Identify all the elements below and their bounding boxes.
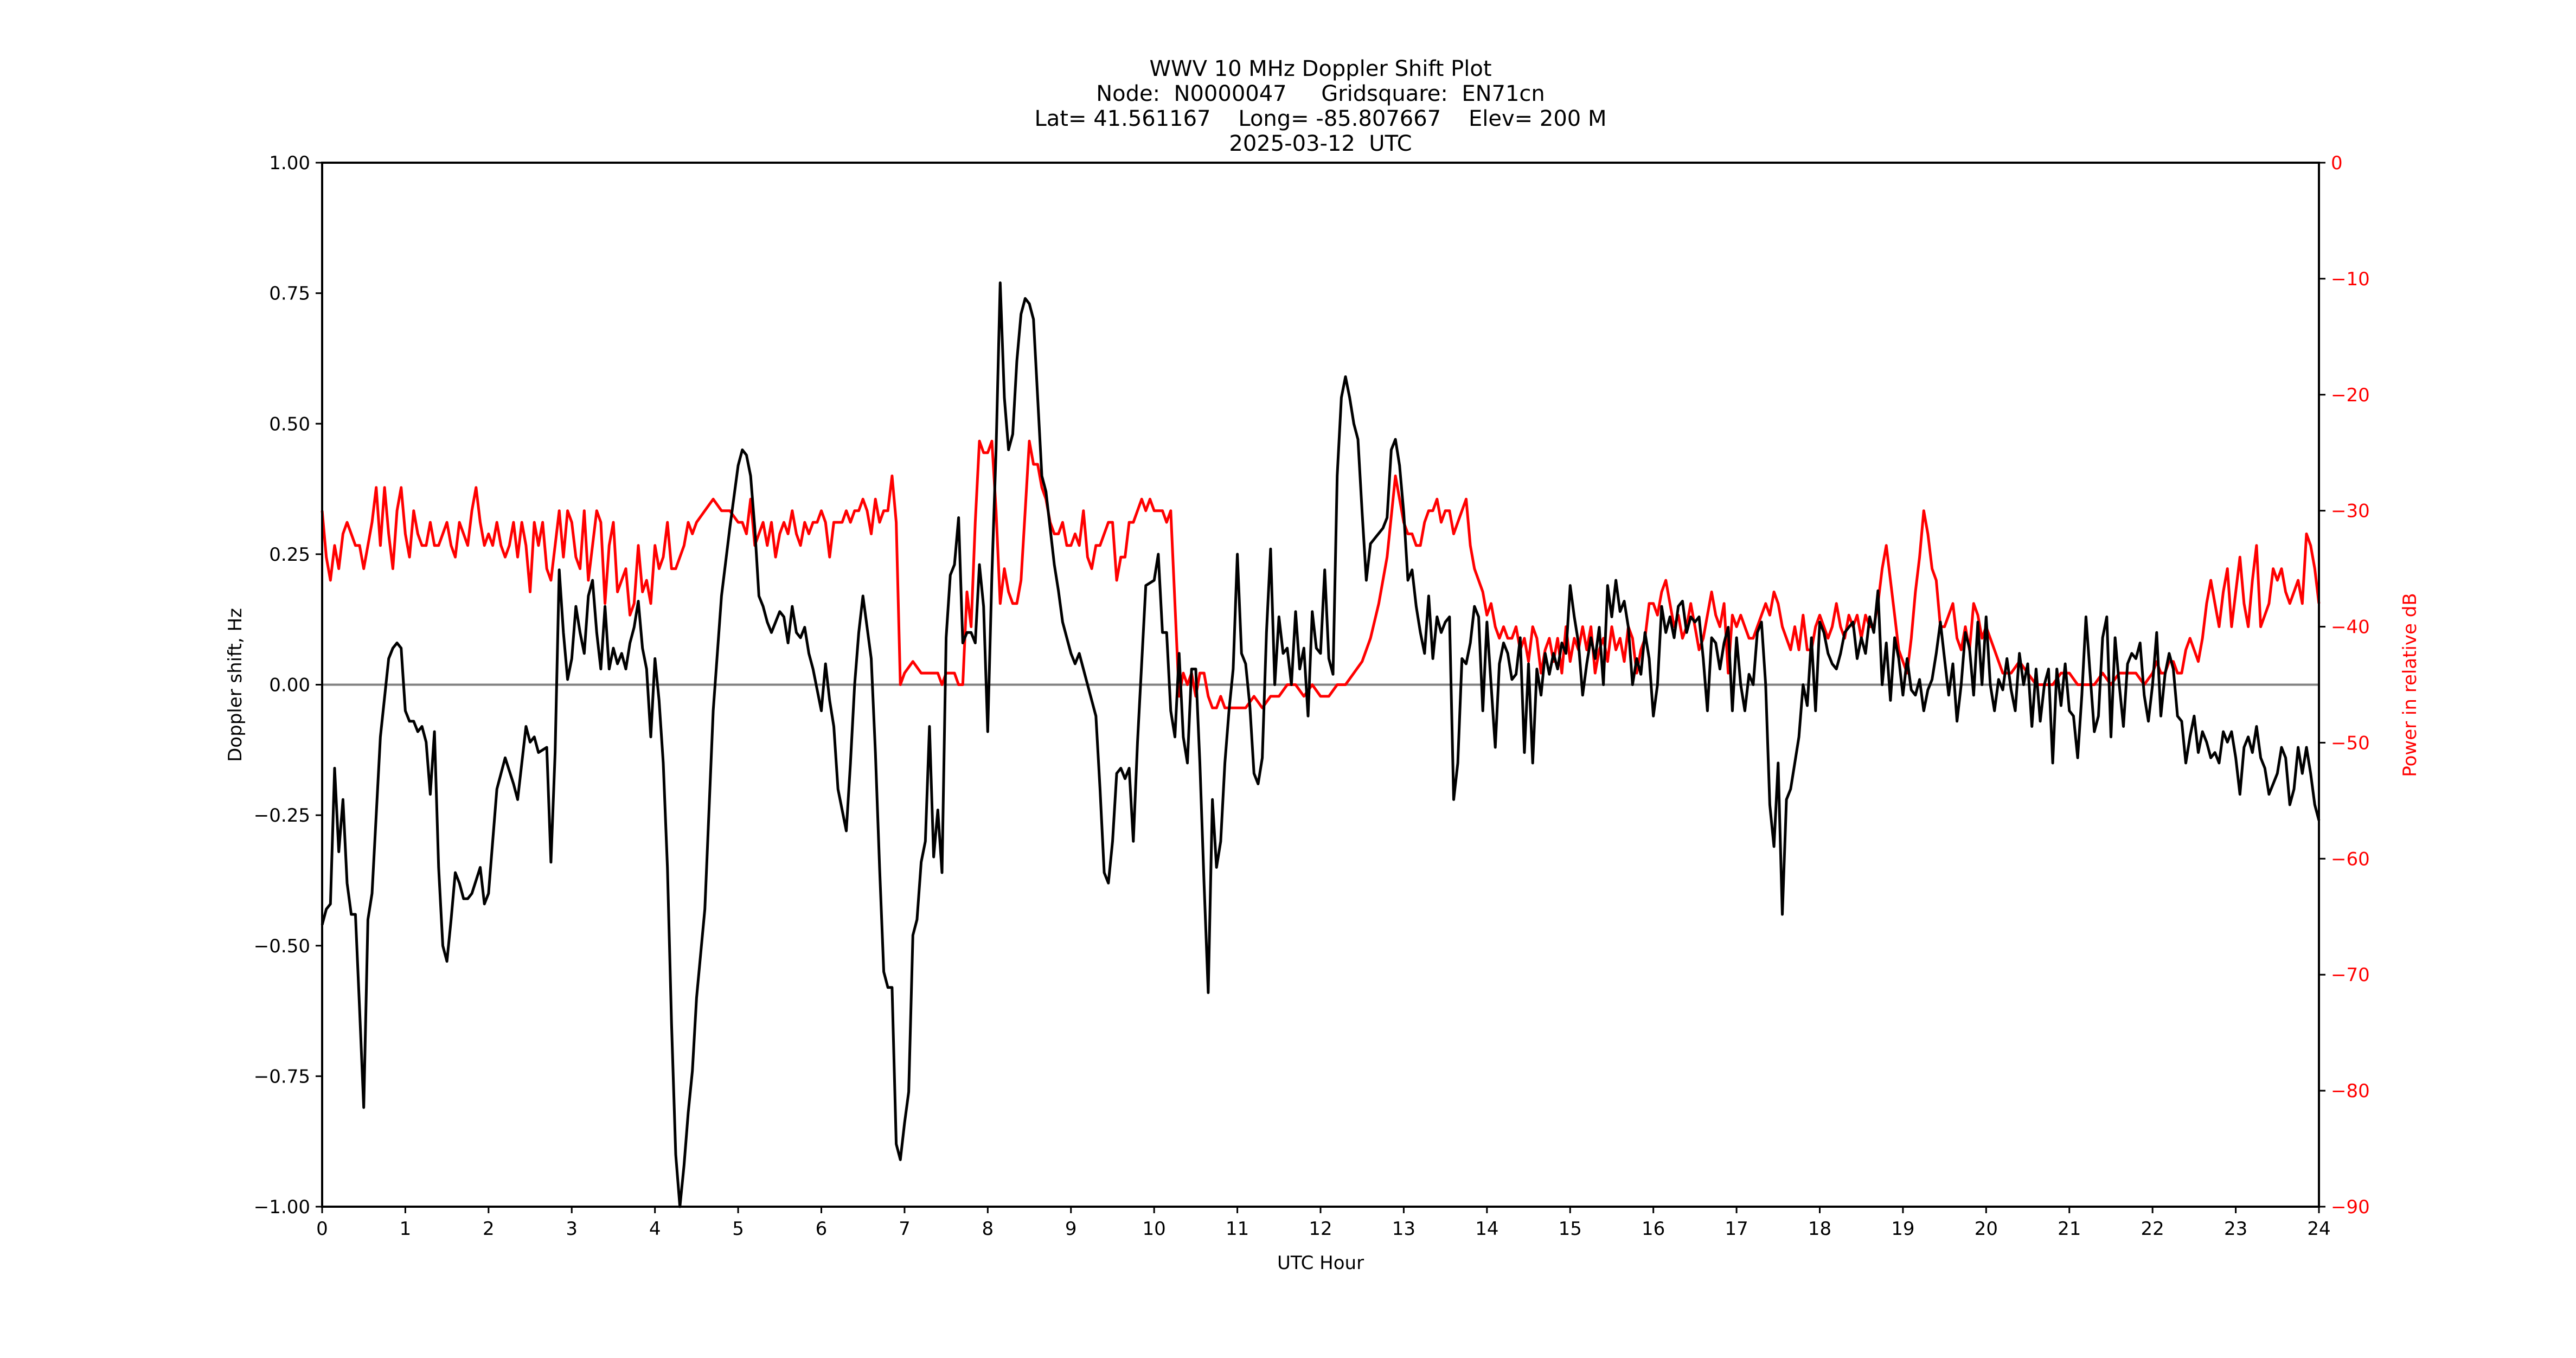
y-left-tick-label: 1.00 <box>269 152 310 174</box>
y-left-tick-label: −0.75 <box>254 1066 310 1087</box>
x-tick-label: 7 <box>899 1218 911 1240</box>
x-tick-label: 1 <box>400 1218 412 1240</box>
y-right-tick-label: 0 <box>2331 152 2343 174</box>
doppler-series-line <box>321 281 2321 1208</box>
x-tick-label: 3 <box>566 1218 578 1240</box>
x-tick-label: 10 <box>1143 1218 1166 1240</box>
x-tick-label: 15 <box>1559 1218 1582 1240</box>
x-tick-label: 6 <box>816 1218 828 1240</box>
y-left-tick-label: 0.75 <box>269 283 310 305</box>
power-series-line <box>321 439 2321 709</box>
y-right-tick-label: −40 <box>2331 617 2370 638</box>
y-axis-left-label: Doppler shift, Hz <box>225 608 246 762</box>
title-line-2: Node: N0000047 Gridsquare: EN71cn <box>1096 81 1545 106</box>
y-left-tick-label: −0.50 <box>254 936 310 957</box>
x-tick-label: 9 <box>1065 1218 1077 1240</box>
x-tick-label: 5 <box>732 1218 744 1240</box>
y-right-tick-label: −60 <box>2331 848 2370 870</box>
y-right-tick-label: −50 <box>2331 732 2370 754</box>
y-axis-right-label: Power in relative dB <box>2399 593 2421 777</box>
x-tick-label: 16 <box>1642 1218 1665 1240</box>
x-tick-label: 14 <box>1475 1218 1498 1240</box>
y-left-tick-label: −0.25 <box>254 805 310 827</box>
y-axis-right: 0 −10 −20 −30 −40 −50 −60 −70 −80 −90 <box>2319 152 2370 1218</box>
x-tick-label: 13 <box>1392 1218 1415 1240</box>
title-line-4: 2025-03-12 UTC <box>1229 131 1412 156</box>
y-left-tick-label: 0.00 <box>269 675 310 696</box>
x-tick-label: 21 <box>2058 1218 2081 1240</box>
x-tick-label: 24 <box>2307 1218 2330 1240</box>
x-axis: 0 1 2 3 4 5 6 7 8 9 10 11 12 13 14 15 16 17 18 19 20 21 22 23 24 <box>316 1207 2331 1240</box>
y-left-tick-label: 0.25 <box>269 544 310 566</box>
x-tick-label: 23 <box>2224 1218 2247 1240</box>
y-right-tick-label: −20 <box>2331 385 2370 406</box>
y-axis-left: 1.00 0.75 0.50 0.25 0.00 −0.25 −0.50 −0.75 −1.00 <box>254 152 322 1218</box>
y-right-tick-label: −70 <box>2331 964 2370 986</box>
x-tick-label: 2 <box>483 1218 495 1240</box>
y-right-tick-label: −10 <box>2331 268 2370 290</box>
x-tick-label: 20 <box>1975 1218 1998 1240</box>
y-right-tick-label: −90 <box>2331 1196 2370 1218</box>
y-left-tick-label: 0.50 <box>269 413 310 435</box>
y-right-tick-label: −30 <box>2331 501 2370 522</box>
chart-title: WWV 10 MHz Doppler Shift Plot Node: N000… <box>1035 56 1607 156</box>
title-line-3: Lat= 41.561167 Long= -85.807667 Elev= 20… <box>1035 106 1607 131</box>
x-tick-label: 19 <box>1891 1218 1914 1240</box>
x-tick-label: 22 <box>2141 1218 2164 1240</box>
x-axis-label: UTC Hour <box>1277 1252 1364 1274</box>
y-right-tick-label: −80 <box>2331 1080 2370 1102</box>
x-tick-label: 11 <box>1226 1218 1249 1240</box>
x-tick-label: 17 <box>1725 1218 1748 1240</box>
x-tick-label: 0 <box>316 1218 328 1240</box>
title-line-1: WWV 10 MHz Doppler Shift Plot <box>1149 56 1491 81</box>
y-left-tick-label: −1.00 <box>254 1196 310 1218</box>
x-tick-label: 8 <box>982 1218 994 1240</box>
x-tick-label: 12 <box>1309 1218 1332 1240</box>
x-tick-label: 4 <box>649 1218 661 1240</box>
x-tick-label: 18 <box>1808 1218 1831 1240</box>
